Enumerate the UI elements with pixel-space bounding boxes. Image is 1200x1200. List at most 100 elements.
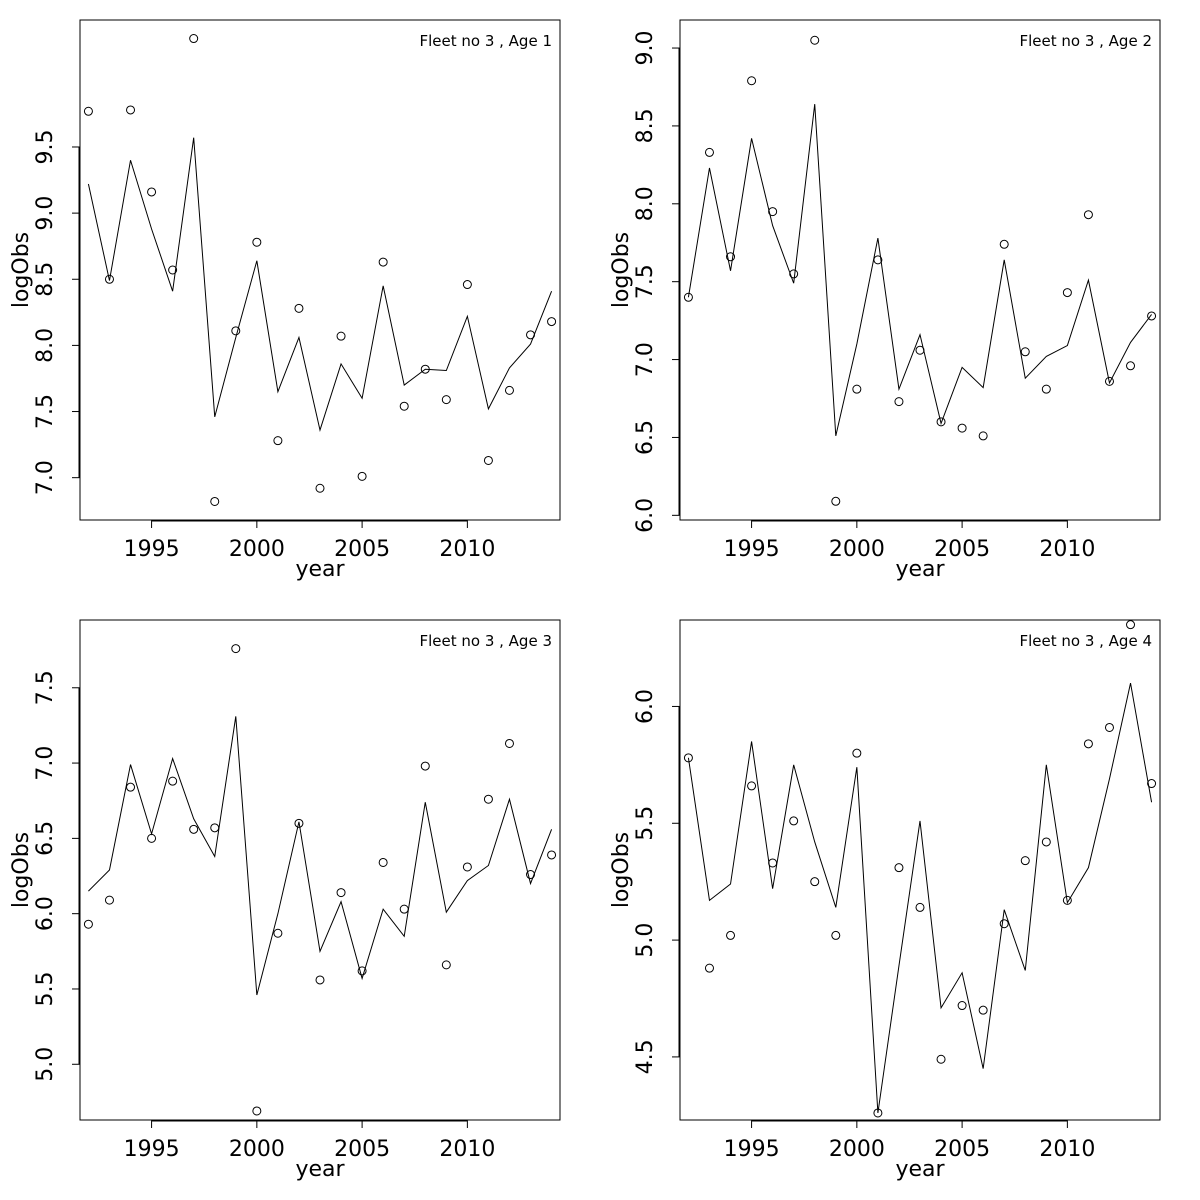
x-tick-label: 2005 — [334, 537, 390, 562]
panel-2: 1995 2000 2005 2010 6.0 6.5 7.0 7.5 8.0 8.5 9.0 yea… — [609, 19, 1161, 582]
x-tick-label: 2010 — [1039, 1137, 1095, 1162]
plot-frame — [79, 619, 561, 1121]
observed-point — [441, 960, 451, 970]
y-tick-label: 4.5 — [633, 1039, 658, 1074]
observed-point — [168, 265, 178, 275]
plot-frame — [79, 19, 561, 521]
x-tick-label: 2005 — [334, 1137, 390, 1162]
observed-point — [294, 303, 304, 313]
fitted-line — [687, 682, 1153, 1114]
observed-point — [747, 781, 757, 791]
observed-point — [768, 207, 778, 217]
observed-point — [231, 326, 241, 336]
y-tick-label: 6.5 — [633, 420, 658, 455]
observed-point — [810, 35, 820, 45]
y-tick-label: 5.0 — [633, 923, 658, 958]
observed-point — [1126, 361, 1136, 371]
x-tick-label: 2005 — [934, 1137, 990, 1162]
plot-frame — [679, 619, 1161, 1121]
observed-point — [104, 274, 114, 284]
observed-point — [189, 34, 199, 44]
x-axis-title: year — [895, 1157, 945, 1182]
x-tick-label: 2000 — [229, 537, 285, 562]
y-tick-label: 7.5 — [33, 394, 58, 429]
y-axis-title: logObs — [9, 832, 34, 908]
x-tick-label: 2000 — [229, 1137, 285, 1162]
observed-point — [399, 904, 409, 914]
observed-point — [999, 919, 1009, 929]
observed-point — [831, 496, 841, 506]
observed-point — [1020, 856, 1030, 866]
observed-point — [726, 930, 736, 940]
observed-point — [357, 966, 367, 976]
x-tick-label: 2000 — [829, 537, 885, 562]
observed-point — [683, 292, 693, 302]
observed-point — [999, 239, 1009, 249]
observed-point — [936, 417, 946, 427]
x-axis-title: year — [295, 1157, 345, 1182]
x-tick-label: 2005 — [934, 537, 990, 562]
plot-frame — [679, 19, 1161, 521]
observed-point — [420, 761, 430, 771]
observed-point — [1062, 288, 1072, 298]
x-axis-title: year — [895, 557, 945, 582]
y-tick-label: 8.5 — [633, 108, 658, 143]
y-axis-title: logObs — [609, 232, 634, 308]
observed-point — [957, 423, 967, 433]
fitted-line — [88, 716, 553, 996]
observed-point — [399, 401, 409, 411]
observed-point — [1126, 620, 1136, 630]
observed-point — [315, 483, 325, 493]
fitted-line — [687, 104, 1152, 436]
observed-point — [126, 105, 136, 115]
observed-point — [547, 317, 557, 327]
observed-point — [852, 748, 862, 758]
y-tick-label: 7.0 — [33, 746, 58, 781]
observed-point — [1020, 347, 1030, 357]
observed-point — [1083, 739, 1093, 749]
observed-point — [1083, 210, 1093, 220]
observed-point — [504, 738, 514, 748]
observed-point — [462, 280, 472, 290]
observed-point — [978, 1005, 988, 1015]
x-tick-label: 2010 — [1039, 537, 1095, 562]
y-tick-label: 6.0 — [633, 498, 658, 533]
observed-point — [189, 824, 199, 834]
panel-1: 1995 2000 2005 2010 7.0 7.5 8.0 8.5 9.0 9.5 year lo… — [9, 19, 561, 582]
panel-title: Fleet no 3 , Age 3 — [419, 632, 552, 650]
observed-point — [504, 385, 514, 395]
observed-point — [936, 1054, 946, 1064]
observed-point — [810, 877, 820, 887]
observed-point — [1147, 311, 1157, 321]
observed-point — [683, 753, 693, 763]
y-axis-title: logObs — [609, 832, 634, 908]
observed-point — [252, 237, 262, 247]
y-tick-label: 5.5 — [633, 806, 658, 841]
observed-point — [378, 257, 388, 267]
observed-point — [1104, 376, 1114, 386]
y-tick-label: 9.5 — [33, 129, 58, 164]
observed-point — [1147, 779, 1157, 789]
panel-title: Fleet no 3 , Age 4 — [1019, 632, 1152, 650]
observed-point — [831, 930, 841, 940]
observed-point — [231, 644, 241, 654]
x-tick-label: 2000 — [829, 1137, 885, 1162]
y-tick-label: 5.5 — [33, 971, 58, 1006]
y-tick-label: 7.0 — [33, 460, 58, 495]
y-tick-label: 7.0 — [633, 342, 658, 377]
observed-point — [168, 776, 178, 786]
y-tick-label: 7.5 — [633, 264, 658, 299]
y-tick-label: 8.5 — [33, 262, 58, 297]
observed-point — [547, 850, 557, 860]
observed-point — [294, 818, 304, 828]
y-tick-label: 9.0 — [633, 31, 658, 66]
observed-point — [957, 1001, 967, 1011]
observed-point — [852, 384, 862, 394]
observed-point — [357, 471, 367, 481]
observed-point — [273, 928, 283, 938]
x-tick-label: 2010 — [439, 537, 495, 562]
observed-point — [273, 436, 283, 446]
observed-point — [83, 106, 93, 116]
x-axis-title: year — [295, 557, 345, 582]
observed-point — [704, 147, 714, 157]
